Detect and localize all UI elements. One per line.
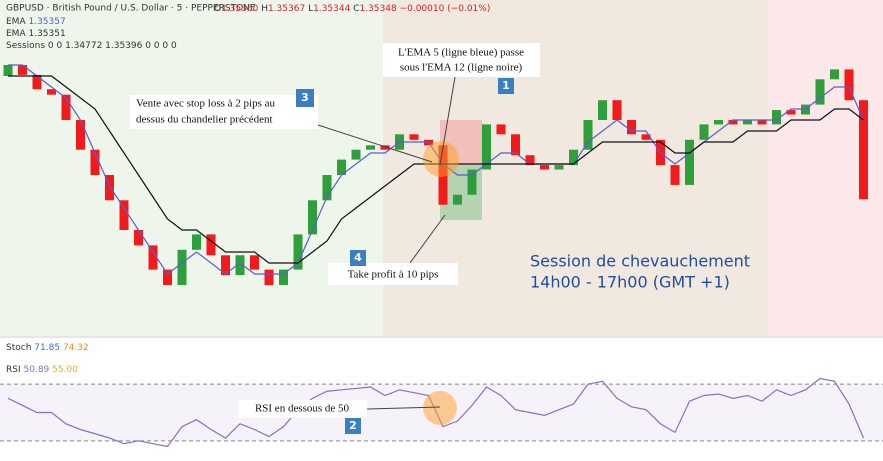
candle-body <box>119 200 129 230</box>
candle-body <box>279 269 288 285</box>
indicator: EMA 1.35357 <box>6 17 66 27</box>
callout <box>130 95 318 129</box>
pointer <box>366 406 441 410</box>
candle-body <box>540 165 549 170</box>
candle-body <box>830 69 839 80</box>
candle-body <box>206 234 216 256</box>
callout <box>383 43 540 77</box>
callout-text: RSI en dessous de 50 <box>255 403 350 415</box>
candle-body <box>250 255 259 270</box>
candle-body <box>192 234 201 250</box>
indicator: Sessions 0 0 1.34772 1.35396 0 0 0 0 <box>6 41 177 51</box>
callout-text: sous l'EMA 12 (ligne noire) <box>400 62 523 74</box>
candle-body <box>293 234 303 270</box>
pointer <box>317 124 433 163</box>
candle-body <box>525 155 535 166</box>
callout-text: dessus du chandelier précédent <box>136 114 273 126</box>
candle-body <box>670 165 680 185</box>
candle-body <box>163 269 172 285</box>
candle-body <box>728 120 738 125</box>
candle-body <box>757 120 767 125</box>
candle-body <box>351 149 361 160</box>
candle-body <box>598 100 607 120</box>
candle-body <box>32 74 42 90</box>
callout-text: Vente avec stop loss à 2 pips au <box>136 98 275 110</box>
candle-body <box>177 249 187 285</box>
candle-body <box>3 65 13 76</box>
candle-body <box>699 124 709 140</box>
badge-label: 2 <box>349 419 357 432</box>
badge <box>498 78 514 94</box>
candle-body <box>409 134 419 140</box>
candle-body <box>844 69 854 101</box>
candle-body <box>308 200 317 235</box>
candle-body <box>18 65 27 75</box>
candle-body <box>554 165 564 170</box>
candle-body <box>47 89 56 95</box>
badge <box>296 89 314 107</box>
candle-body <box>569 149 578 166</box>
callout <box>238 400 367 418</box>
candle-body <box>235 255 245 276</box>
pointer <box>439 76 456 166</box>
candle-body <box>105 175 114 201</box>
candle-body <box>743 120 752 125</box>
candle-body <box>148 245 158 270</box>
candle-body <box>511 134 520 156</box>
badge <box>350 250 366 266</box>
callout-text: L'EMA 5 (ligne bleue) passe <box>398 47 524 59</box>
ohlc: O1.35360 H1.35367 L1.35344 C1.35348 −0.0… <box>214 4 490 14</box>
candle-body <box>467 169 477 195</box>
stoch-legend: Stoch 71.85 74.32 <box>6 343 89 353</box>
candle-body <box>641 134 651 140</box>
session-text: Session de chevauchement <box>530 252 750 271</box>
callout <box>328 263 458 285</box>
badge <box>345 418 361 434</box>
candle-body <box>496 124 506 135</box>
candle-body <box>90 149 100 175</box>
badge-label: 4 <box>354 251 362 264</box>
candle-body <box>61 94 71 120</box>
candle-body <box>612 100 622 120</box>
candle-body <box>366 145 375 150</box>
candle-body <box>453 194 462 205</box>
badge-label: 1 <box>502 79 510 92</box>
rsi-legend: RSI 50.89 55.00 <box>6 365 78 375</box>
session-bg <box>0 0 383 336</box>
candle-body <box>337 159 346 175</box>
pointer <box>409 214 446 264</box>
candle-body <box>685 139 694 185</box>
indicator: EMA 1.35351 <box>6 29 66 39</box>
candle-body <box>583 120 593 150</box>
candle-body <box>786 110 796 115</box>
candle-body <box>772 110 781 125</box>
candle-body <box>76 120 85 150</box>
symbol: GBPUSD · British Pound / U.S. Dollar · 5… <box>6 4 256 14</box>
session-text: 14h00 - 17h00 (GMT +1) <box>530 273 730 292</box>
candle-body <box>815 79 825 105</box>
callout-text: Take profit à 10 pips <box>348 269 439 281</box>
candle-body <box>221 255 230 276</box>
candle-body <box>714 120 723 125</box>
candle-body <box>482 124 491 170</box>
candle-body <box>859 100 868 200</box>
candle-body <box>264 269 274 285</box>
candle-body <box>380 145 390 150</box>
candle-body <box>322 175 332 201</box>
badge-label: 3 <box>301 91 309 104</box>
candle-body <box>627 120 636 135</box>
candle-body <box>134 230 143 246</box>
highlight <box>423 391 457 425</box>
